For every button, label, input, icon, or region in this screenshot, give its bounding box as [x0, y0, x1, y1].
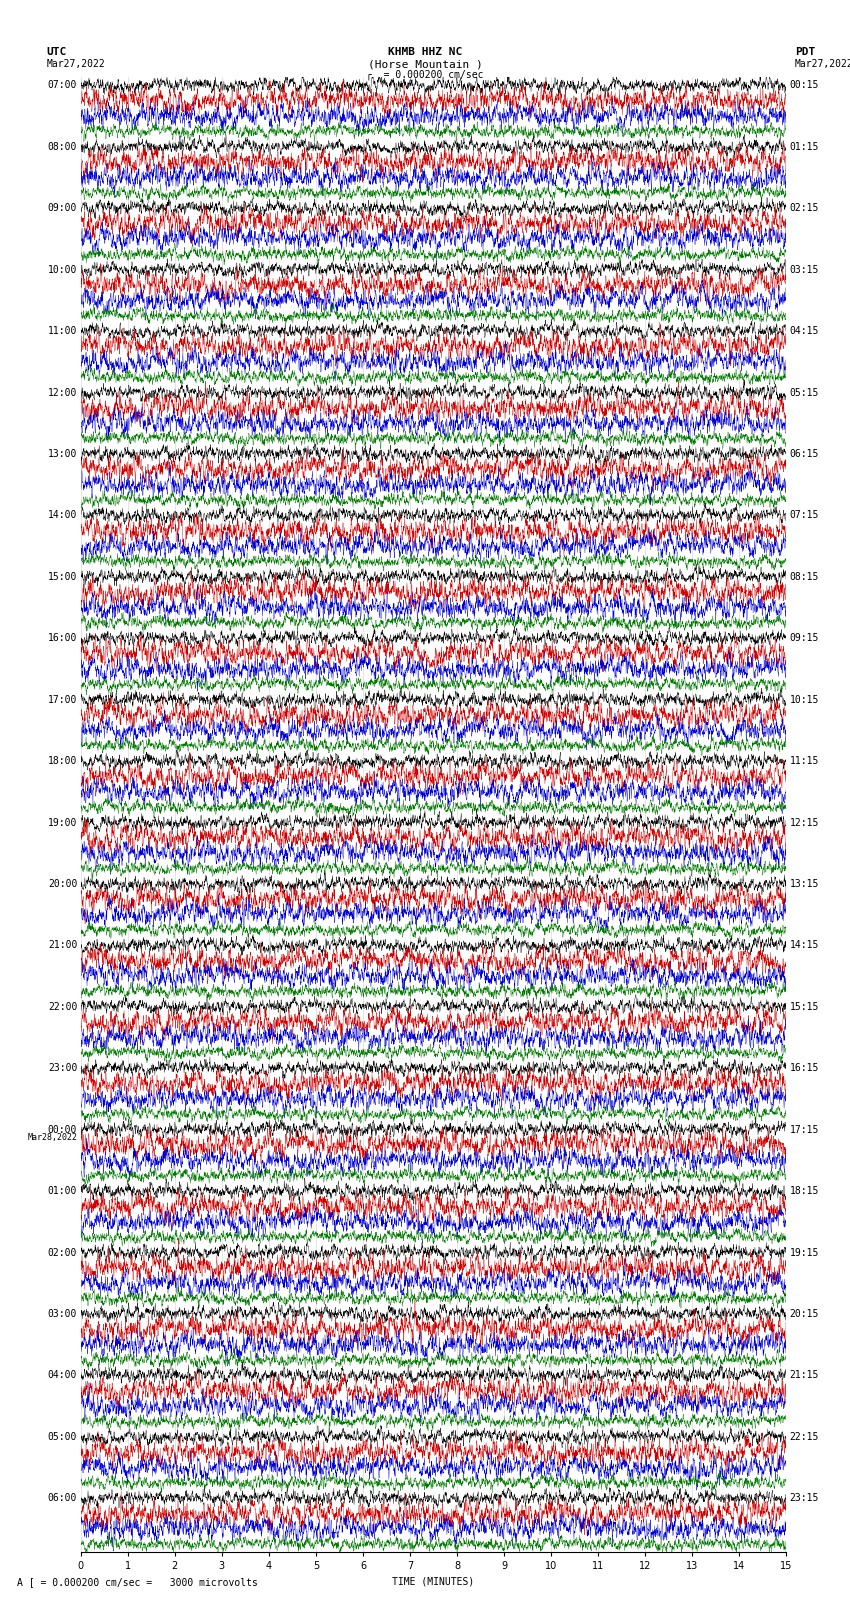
Text: 12:00: 12:00: [48, 387, 77, 398]
Text: Mar27,2022: Mar27,2022: [47, 60, 105, 69]
Text: 06:00: 06:00: [48, 1494, 77, 1503]
Text: 12:15: 12:15: [790, 818, 819, 827]
Text: 00:00: 00:00: [48, 1124, 77, 1136]
Text: ┌  = 0.000200 cm/sec: ┌ = 0.000200 cm/sec: [366, 69, 484, 79]
Text: A [ = 0.000200 cm/sec =   3000 microvolts: A [ = 0.000200 cm/sec = 3000 microvolts: [17, 1578, 258, 1587]
Text: 09:15: 09:15: [790, 634, 819, 644]
Text: Mar28,2022: Mar28,2022: [27, 1132, 77, 1142]
Text: KHMB HHZ NC: KHMB HHZ NC: [388, 47, 462, 58]
Text: 09:00: 09:00: [48, 203, 77, 213]
Text: 18:00: 18:00: [48, 756, 77, 766]
Text: 21:00: 21:00: [48, 940, 77, 950]
Text: 07:15: 07:15: [790, 510, 819, 521]
Text: 05:00: 05:00: [48, 1432, 77, 1442]
Text: 00:15: 00:15: [790, 81, 819, 90]
Text: 11:00: 11:00: [48, 326, 77, 336]
Text: 22:00: 22:00: [48, 1002, 77, 1011]
Text: 16:00: 16:00: [48, 634, 77, 644]
Text: 15:15: 15:15: [790, 1002, 819, 1011]
Text: PDT: PDT: [795, 47, 815, 58]
Text: 10:00: 10:00: [48, 265, 77, 274]
Text: 23:15: 23:15: [790, 1494, 819, 1503]
Text: 22:15: 22:15: [790, 1432, 819, 1442]
Text: 17:15: 17:15: [790, 1124, 819, 1136]
Text: 02:15: 02:15: [790, 203, 819, 213]
Text: 14:00: 14:00: [48, 510, 77, 521]
Text: 14:15: 14:15: [790, 940, 819, 950]
Text: 17:00: 17:00: [48, 695, 77, 705]
Text: 01:15: 01:15: [790, 142, 819, 152]
Text: 16:15: 16:15: [790, 1063, 819, 1073]
Text: 18:15: 18:15: [790, 1186, 819, 1197]
X-axis label: TIME (MINUTES): TIME (MINUTES): [393, 1576, 474, 1586]
Text: 07:00: 07:00: [48, 81, 77, 90]
Text: 13:00: 13:00: [48, 448, 77, 460]
Text: 11:15: 11:15: [790, 756, 819, 766]
Text: 08:00: 08:00: [48, 142, 77, 152]
Text: 21:15: 21:15: [790, 1371, 819, 1381]
Text: 13:15: 13:15: [790, 879, 819, 889]
Text: 04:15: 04:15: [790, 326, 819, 336]
Text: (Horse Mountain ): (Horse Mountain ): [367, 60, 483, 69]
Text: 10:15: 10:15: [790, 695, 819, 705]
Text: 20:15: 20:15: [790, 1310, 819, 1319]
Text: 03:00: 03:00: [48, 1310, 77, 1319]
Text: 05:15: 05:15: [790, 387, 819, 398]
Text: 02:00: 02:00: [48, 1247, 77, 1258]
Text: 08:15: 08:15: [790, 573, 819, 582]
Text: 19:00: 19:00: [48, 818, 77, 827]
Text: 03:15: 03:15: [790, 265, 819, 274]
Text: UTC: UTC: [47, 47, 67, 58]
Text: 04:00: 04:00: [48, 1371, 77, 1381]
Text: 19:15: 19:15: [790, 1247, 819, 1258]
Text: Mar27,2022: Mar27,2022: [795, 60, 850, 69]
Text: 01:00: 01:00: [48, 1186, 77, 1197]
Text: 06:15: 06:15: [790, 448, 819, 460]
Text: 15:00: 15:00: [48, 573, 77, 582]
Text: 23:00: 23:00: [48, 1063, 77, 1073]
Text: 20:00: 20:00: [48, 879, 77, 889]
